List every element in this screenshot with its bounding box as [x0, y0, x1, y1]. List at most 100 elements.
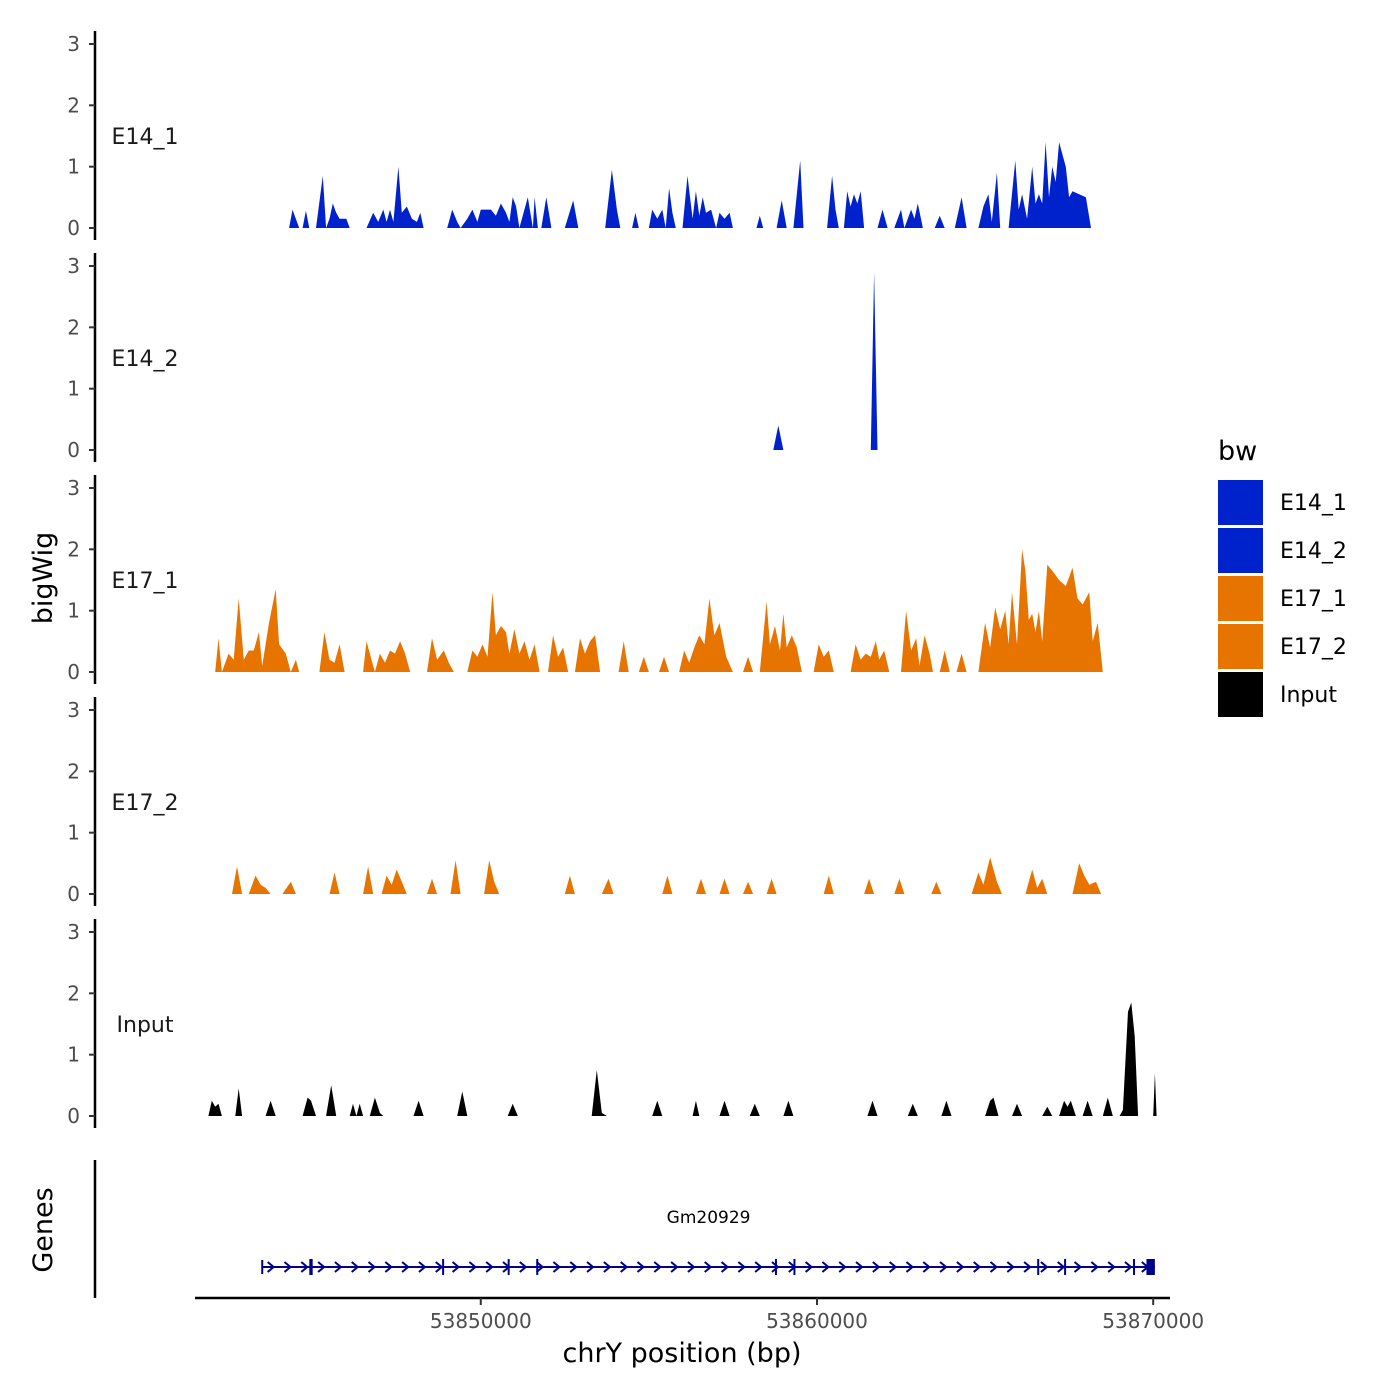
track-input: 0 1 2 3 Input [67, 919, 1157, 1128]
strand-arrow [384, 1261, 393, 1273]
strand-arrow [838, 1261, 847, 1273]
strand-arrow [1124, 1261, 1133, 1273]
track-e17-1: 0 1 2 3 E17_1 [67, 475, 1103, 684]
track-e14-1: 0 1 2 3 E14_1 [67, 31, 1092, 240]
gene-name-label: Gm20929 [667, 1208, 751, 1228]
legend: bw E14_1 E14_2 E17_1 E17_2 Input [1218, 436, 1347, 717]
x-tick-label: 53860000 [766, 1309, 868, 1333]
gene-exon [793, 1259, 796, 1275]
gene-exon [1146, 1259, 1155, 1275]
strand-arrow [1073, 1261, 1083, 1273]
y-tick-label: 1 [67, 155, 80, 179]
strand-arrow [451, 1261, 461, 1273]
x-axis: 53850000 53860000 53870000 [195, 1296, 1204, 1333]
genes-track-title: Genes [28, 1187, 59, 1272]
y-tick-label: 3 [67, 476, 80, 500]
strand-arrow [552, 1261, 561, 1273]
strand-arrow [737, 1261, 746, 1273]
strand-arrow [720, 1261, 730, 1273]
strand-arrow [939, 1261, 948, 1273]
strand-arrow [821, 1261, 830, 1273]
genes-track: Gm20929 [93, 1160, 1155, 1298]
strand-arrow [300, 1261, 309, 1273]
legend-label: E14_1 [1280, 491, 1347, 516]
x-tick-label: 53850000 [430, 1309, 532, 1333]
gene-exon [1064, 1259, 1067, 1275]
strand-arrow [973, 1261, 982, 1273]
y-tick-label: 1 [67, 1043, 80, 1067]
signal-area-e14-2 [773, 272, 918, 450]
y-tick-label: 3 [67, 698, 80, 722]
strand-arrow [468, 1261, 477, 1273]
y-tick-label: 2 [67, 537, 80, 561]
strand-arrow [1023, 1261, 1032, 1273]
strand-arrow [603, 1261, 612, 1273]
track-label: E17_1 [112, 569, 179, 594]
strand-arrow [905, 1261, 915, 1273]
y-tick-label: 0 [67, 438, 80, 462]
gene-exon [1037, 1259, 1040, 1275]
x-tick-label: 53870000 [1102, 1309, 1204, 1333]
strand-arrow [418, 1261, 427, 1273]
legend-swatch [1218, 576, 1263, 621]
gene-exon [1133, 1259, 1136, 1275]
y-tick-label: 3 [67, 32, 80, 56]
signal-area-e17-1 [215, 549, 1103, 672]
y-axis-title: bigWig [28, 532, 59, 625]
strand-arrow [435, 1261, 444, 1273]
strand-arrow [888, 1261, 898, 1273]
y-tick-label: 2 [67, 759, 80, 783]
track-e17-2: 0 1 2 3 E17_2 [67, 697, 1102, 906]
strand-arrow [771, 1261, 780, 1273]
strand-arrow [1090, 1261, 1099, 1273]
strand-arrow [855, 1261, 864, 1273]
strand-arrow [653, 1261, 662, 1273]
legend-swatch [1218, 528, 1263, 573]
strand-arrow [754, 1261, 763, 1273]
y-tick-label: 1 [67, 377, 80, 401]
strand-arrow [267, 1261, 276, 1273]
gene-exon [507, 1259, 510, 1275]
strand-arrow [1057, 1261, 1066, 1273]
legend-label: E14_2 [1280, 539, 1347, 564]
y-tick-label: 0 [67, 1104, 80, 1128]
y-tick-label: 3 [67, 920, 80, 944]
y-tick-label: 2 [67, 981, 80, 1005]
legend-swatch [1218, 672, 1263, 717]
y-tick-label: 1 [67, 599, 80, 623]
y-tick-label: 2 [67, 93, 80, 117]
strand-arrow [519, 1261, 528, 1273]
y-tick-label: 3 [67, 254, 80, 278]
strand-arrow [670, 1261, 679, 1273]
legend-label: E17_1 [1280, 587, 1347, 612]
strand-arrow [989, 1261, 999, 1273]
strand-arrow [620, 1261, 629, 1273]
track-label: E14_2 [112, 347, 179, 372]
strand-arrow [1107, 1261, 1116, 1273]
track-e14-2: 0 1 2 3 E14_2 [67, 253, 918, 462]
strand-arrow [956, 1261, 965, 1273]
strand-arrow [535, 1261, 545, 1273]
y-tick-label: 1 [67, 821, 80, 845]
strand-arrow [283, 1261, 293, 1273]
gene-exon [774, 1259, 777, 1275]
strand-arrow [351, 1261, 360, 1273]
strand-arrow [804, 1261, 814, 1273]
strand-arrow [1006, 1261, 1015, 1273]
y-tick-label: 2 [67, 315, 80, 339]
strand-arrow [704, 1261, 713, 1273]
y-tick-label: 0 [67, 882, 80, 906]
strand-arrow [1040, 1261, 1049, 1273]
gene-exon [536, 1259, 539, 1275]
track-label: E14_1 [112, 125, 179, 150]
legend-swatch [1218, 480, 1263, 525]
strand-arrow [485, 1261, 494, 1273]
signal-area-input [208, 1002, 1157, 1116]
strand-arrow [401, 1261, 410, 1273]
legend-swatch [1218, 624, 1263, 669]
strand-arrow [569, 1261, 578, 1273]
track-label: Input [117, 1013, 174, 1038]
y-tick-label: 0 [67, 216, 80, 240]
legend-title: bw [1218, 436, 1257, 467]
